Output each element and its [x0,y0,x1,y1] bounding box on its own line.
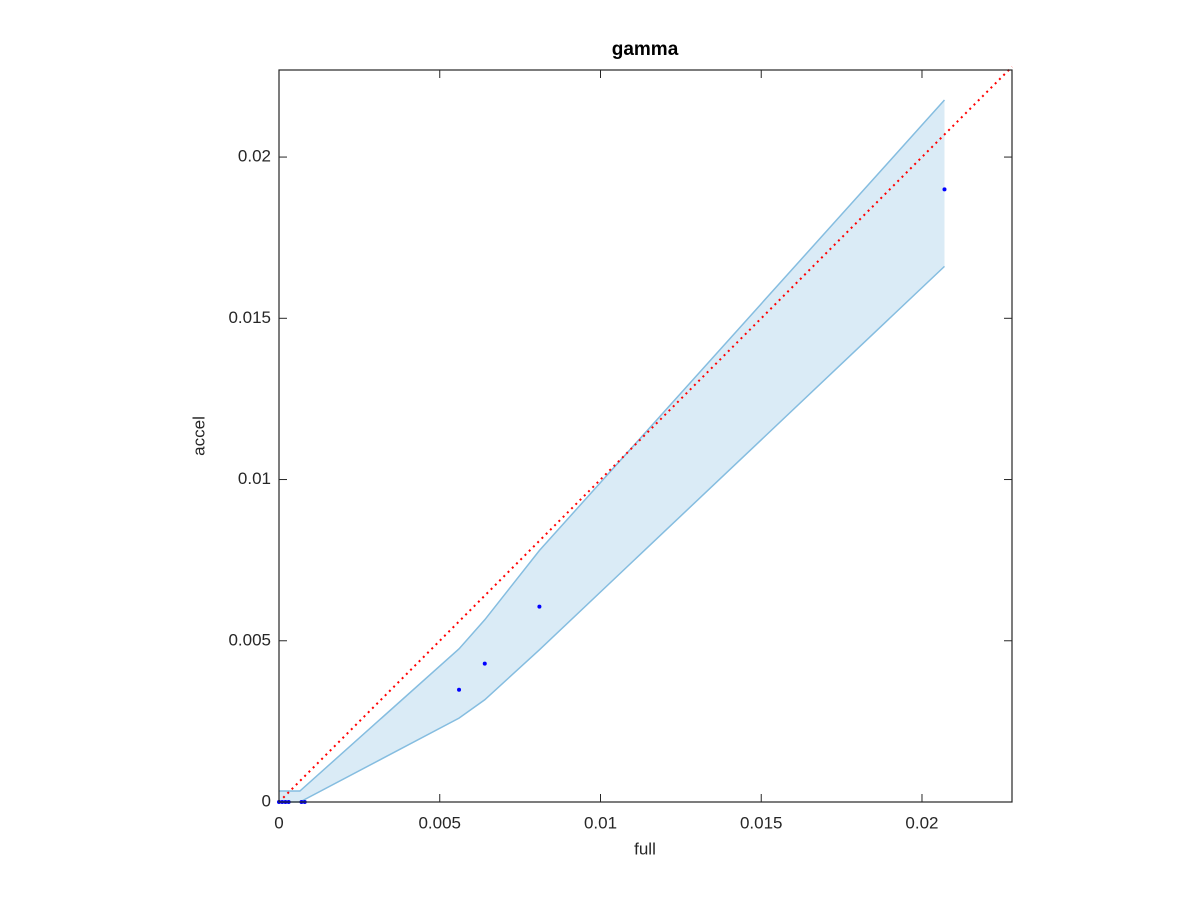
chart-title: gamma [612,39,679,60]
reference-line [278,66,1013,803]
band-upper [279,99,946,792]
y-tick-label: 0.005 [228,630,271,649]
y-tick-label: 0.01 [238,469,271,488]
y-tick-label: 0 [262,791,271,810]
x-tick-label: 0 [274,813,283,832]
x-tick-label: 0.005 [418,813,461,832]
y-tick-label: 0.02 [238,147,271,166]
axes-box [278,69,1013,803]
y-axis-label: accel [189,416,208,456]
data-point [537,604,542,609]
x-tick-label: 0.01 [584,813,617,832]
data-point [457,687,462,692]
data-point [482,661,487,666]
x-axis-label: full [634,839,656,858]
x-tick-label: 0.02 [905,813,938,832]
data-point [942,187,947,192]
y-tick-label: 0.015 [228,308,271,327]
x-tick-label: 0.015 [740,813,783,832]
